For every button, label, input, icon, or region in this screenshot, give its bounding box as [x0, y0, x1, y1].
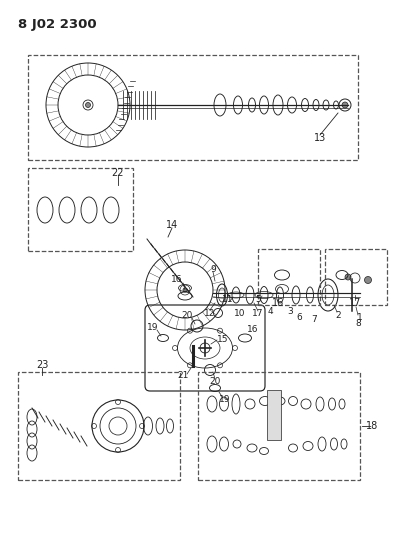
Text: 9: 9 [210, 264, 216, 273]
Text: 18: 18 [366, 421, 378, 431]
Ellipse shape [342, 102, 348, 108]
Text: 17: 17 [349, 298, 361, 308]
Ellipse shape [364, 277, 371, 284]
Text: 20: 20 [209, 377, 221, 386]
Text: 13: 13 [314, 133, 326, 143]
Text: 21: 21 [177, 372, 188, 381]
Ellipse shape [183, 288, 187, 292]
Text: 4: 4 [267, 308, 273, 317]
Bar [28, 168, 133, 251]
Text: 8: 8 [355, 319, 361, 328]
Text: 22: 22 [112, 168, 124, 178]
Text: 1: 1 [357, 313, 363, 322]
Text: 16: 16 [272, 298, 284, 308]
Text: 3: 3 [287, 308, 293, 317]
Text: 12: 12 [204, 309, 216, 318]
Text: 20: 20 [181, 311, 193, 320]
Text: 19: 19 [219, 395, 231, 405]
Text: 16: 16 [247, 326, 259, 335]
Text: 6: 6 [296, 313, 302, 322]
Text: 2: 2 [335, 311, 341, 319]
Bar [198, 372, 360, 480]
Ellipse shape [86, 102, 91, 108]
Text: 23: 23 [36, 360, 48, 370]
Text: 19: 19 [147, 324, 159, 333]
Bar [18, 372, 180, 480]
Text: 7: 7 [311, 316, 317, 325]
Text: 16: 16 [171, 276, 183, 285]
Text: 5: 5 [255, 295, 261, 303]
Text: 8 J02 2300: 8 J02 2300 [18, 18, 97, 31]
Text: 10: 10 [234, 309, 246, 318]
Bar [28, 55, 358, 160]
Bar [267, 390, 281, 440]
Text: 11: 11 [222, 295, 234, 304]
Bar [325, 249, 387, 305]
Text: 14: 14 [166, 220, 178, 230]
Text: 17: 17 [252, 310, 264, 319]
Text: 15: 15 [217, 335, 229, 344]
Ellipse shape [345, 274, 351, 280]
Bar [258, 249, 320, 305]
